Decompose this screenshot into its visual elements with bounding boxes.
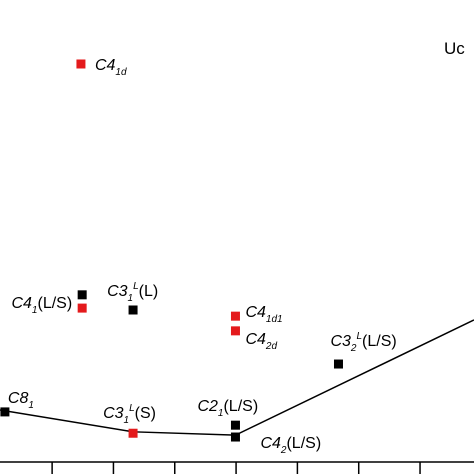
label-suffix: (L): [139, 283, 159, 300]
label-base: C4: [95, 57, 116, 74]
point: [128, 305, 138, 315]
label-sub: 1: [128, 293, 134, 304]
point: [77, 290, 87, 300]
point: [0, 407, 10, 417]
label-sub: 2d: [265, 341, 278, 352]
point-label: C42(L/S): [260, 435, 321, 456]
label-suffix: (L/S): [286, 435, 321, 452]
point-label: C32L(L/S): [330, 331, 396, 354]
point: [230, 432, 240, 442]
label-suffix: (L/S): [223, 398, 258, 415]
label-base: C3: [330, 333, 351, 350]
point-label: C81: [8, 390, 34, 411]
label-base: C8: [8, 390, 29, 407]
label-base: C2: [197, 398, 218, 415]
label-sub: 1d: [115, 67, 127, 78]
point-label: C41d1: [245, 304, 282, 325]
label-sup: L: [133, 281, 139, 292]
point: [76, 59, 86, 69]
point: [77, 303, 87, 313]
point: [230, 420, 240, 430]
point-label: C31L(L): [107, 281, 158, 304]
label-sub: 1d1: [266, 314, 283, 325]
label-sub: 2: [280, 445, 287, 456]
annotation: Uc: [444, 39, 465, 58]
label-sub: 1: [124, 415, 130, 426]
point: [128, 428, 138, 438]
label-suffix: (L/S): [362, 333, 397, 350]
label-sup: L: [356, 331, 362, 342]
point-label: C41(L/S): [11, 295, 72, 316]
label-sub: 2: [350, 343, 357, 354]
label-base: C4: [260, 435, 281, 452]
point: [230, 311, 240, 321]
label-sub: 1: [32, 305, 38, 316]
label-base: C4: [245, 331, 266, 348]
trend-line: [0, 319, 474, 436]
label-sub: 1: [218, 408, 224, 419]
label-base: C4: [11, 295, 32, 312]
point: [333, 359, 343, 369]
point-label: C31L(S): [103, 403, 156, 426]
label-base: C3: [103, 405, 124, 422]
label-sub: 1: [28, 400, 34, 411]
label-base: C3: [107, 283, 128, 300]
label-suffix: (S): [135, 405, 156, 422]
point-label: C21(L/S): [197, 398, 258, 419]
label-suffix: (L/S): [37, 295, 72, 312]
label-base: C4: [245, 304, 266, 321]
point-label: C42d: [245, 331, 277, 352]
label-sup: L: [129, 403, 135, 414]
point: [230, 326, 240, 336]
point-label: C41d: [95, 57, 127, 78]
